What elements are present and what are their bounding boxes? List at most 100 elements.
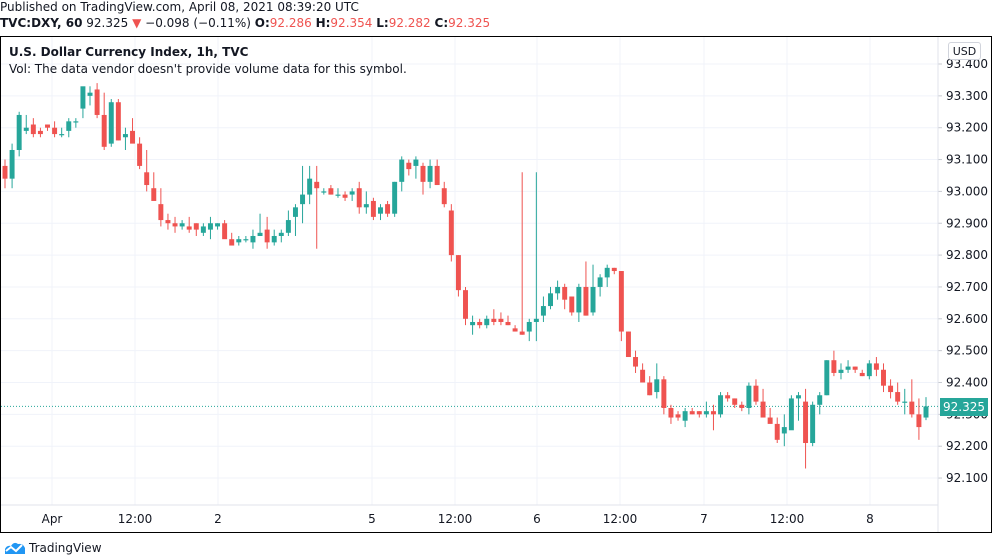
- candle: [278, 232, 284, 236]
- open-label: O:: [254, 16, 270, 30]
- candle: [881, 369, 886, 386]
- candle: [399, 159, 405, 182]
- candle: [420, 165, 426, 182]
- candle: [250, 235, 256, 243]
- candle: [866, 363, 872, 377]
- candle: [788, 398, 794, 431]
- candle: [689, 411, 695, 415]
- candle: [902, 401, 908, 403]
- candle: [66, 121, 72, 131]
- time-tick: 8: [866, 512, 874, 526]
- candle: [200, 226, 206, 233]
- candle: [87, 92, 93, 96]
- candle: [16, 114, 22, 150]
- candle: [526, 321, 532, 332]
- candle: [300, 194, 306, 205]
- candle: [137, 143, 143, 166]
- candle: [130, 130, 136, 144]
- low-value: 92.282: [388, 16, 431, 30]
- candle: [873, 363, 879, 370]
- candle: [207, 223, 213, 230]
- price-tick: 92.200: [946, 439, 988, 453]
- candle: [803, 401, 809, 444]
- chart-title: U.S. Dollar Currency Index, 1h, TVC: [9, 45, 249, 59]
- candle: [604, 267, 610, 278]
- price-tick: 92.800: [946, 248, 988, 262]
- candle: [675, 414, 681, 418]
- price-tick: 92.400: [946, 376, 988, 390]
- candle: [59, 134, 65, 136]
- candle: [668, 407, 674, 418]
- time-tick: 6: [533, 512, 541, 526]
- candle: [448, 210, 454, 256]
- candle: [271, 235, 277, 243]
- price-tick: 92.100: [946, 471, 988, 485]
- candle: [335, 194, 341, 196]
- candle: [647, 382, 653, 396]
- candle: [810, 404, 816, 444]
- candle: [484, 318, 490, 326]
- price-tick: 92.900: [946, 216, 988, 230]
- candle: [597, 277, 603, 287]
- close-value: 92.325: [448, 16, 491, 30]
- candle: [888, 385, 894, 393]
- candle: [222, 223, 228, 240]
- candle: [115, 102, 121, 141]
- candle: [441, 188, 447, 205]
- candle: [767, 417, 773, 424]
- candle: [633, 357, 639, 367]
- candle: [859, 372, 865, 377]
- candle: [540, 306, 546, 316]
- candle: [151, 188, 157, 201]
- candle: [257, 232, 263, 236]
- currency-button[interactable]: USD: [948, 42, 981, 60]
- time-tick: 7: [700, 512, 708, 526]
- candle: [193, 223, 199, 230]
- candle: [590, 286, 596, 313]
- candle: [732, 398, 738, 405]
- price-tick: 92.600: [946, 312, 988, 326]
- candle: [774, 423, 780, 440]
- candle: [349, 191, 355, 195]
- price-change: −0.098 (−0.11%): [145, 16, 251, 30]
- candle: [2, 165, 8, 179]
- candle: [562, 286, 568, 300]
- candle: [215, 223, 221, 227]
- candle: [23, 127, 29, 131]
- candle: [30, 124, 36, 135]
- tradingview-brand[interactable]: TradingView: [4, 541, 102, 555]
- candle: [243, 239, 249, 241]
- published-line: Published on TradingView.com, April 08, …: [0, 0, 359, 14]
- candle: [682, 411, 688, 421]
- time-tick: 12:00: [603, 512, 638, 526]
- candle: [470, 321, 476, 326]
- candle: [583, 286, 589, 316]
- tradingview-logo-icon: [5, 542, 25, 554]
- candle: [342, 194, 348, 198]
- candle: [229, 239, 235, 246]
- time-tick: 5: [368, 512, 376, 526]
- candle: [533, 318, 539, 322]
- candle: [640, 369, 646, 383]
- candle: [158, 204, 164, 221]
- candle: [413, 159, 419, 166]
- candle: [909, 401, 915, 415]
- time-tick: 12:00: [770, 512, 805, 526]
- volume-note: Vol: The data vendor doesn't provide vol…: [9, 62, 407, 76]
- time-tick: 12:00: [118, 512, 153, 526]
- candle: [548, 293, 553, 307]
- candle: [753, 385, 759, 402]
- chart-frame: [0, 36, 992, 533]
- candle: [824, 360, 830, 396]
- candle: [569, 296, 575, 313]
- candle: [739, 404, 745, 408]
- candle: [108, 102, 114, 144]
- candle: [285, 220, 291, 233]
- candle: [73, 121, 79, 123]
- price-tick: 92.500: [946, 344, 988, 358]
- candle: [831, 360, 837, 373]
- candle: [9, 149, 15, 179]
- candle: [703, 411, 709, 415]
- high-label: H:: [315, 16, 331, 30]
